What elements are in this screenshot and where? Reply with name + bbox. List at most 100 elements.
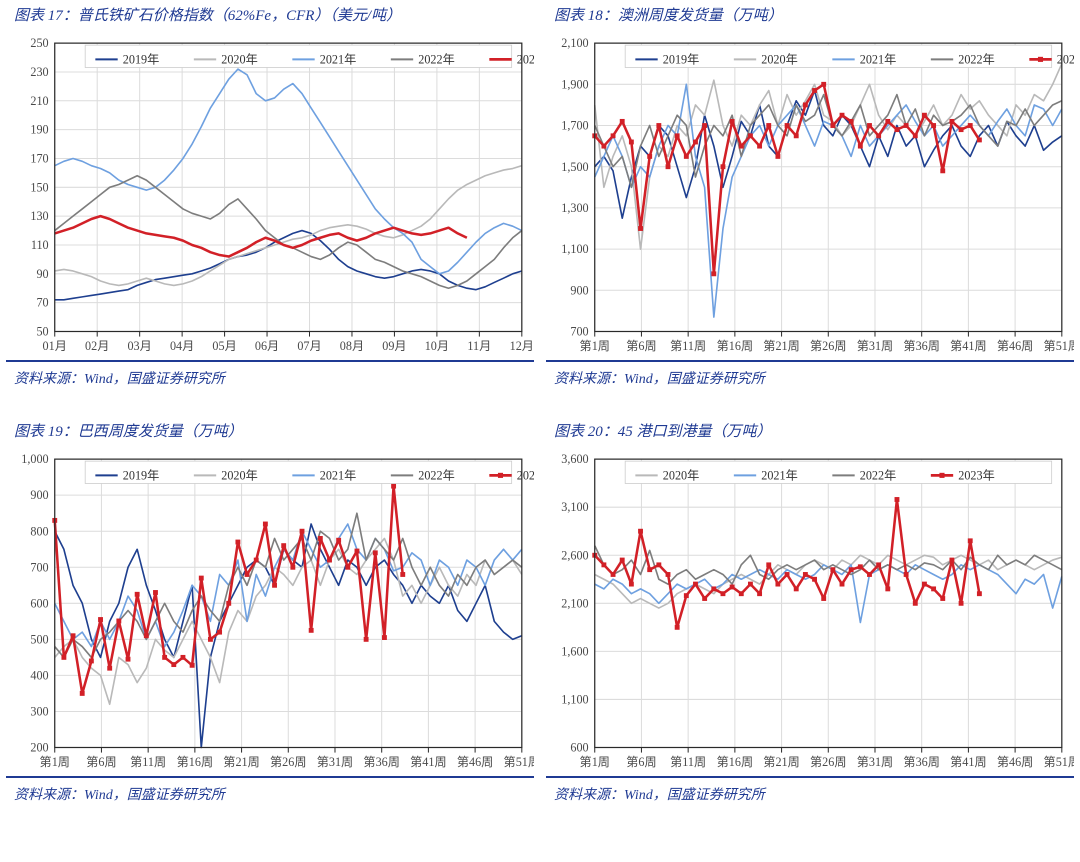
svg-text:第21周: 第21周 [763,339,800,353]
svg-text:190: 190 [30,123,48,137]
svg-text:01月: 01月 [43,339,67,353]
svg-text:2020年: 2020年 [761,52,798,66]
chart-18-svg: 7009001,1001,3001,5001,7001,9002,100第1周第… [546,35,1074,360]
panel-19: 图表 19：巴西周度发货量（万吨） 2003004005006007008009… [0,416,540,832]
chart-title: 图表 18：澳洲周度发货量（万吨） [546,0,1074,35]
svg-text:07月: 07月 [297,339,321,353]
svg-text:第1周: 第1周 [580,339,610,353]
svg-text:第16周: 第16周 [177,755,214,769]
svg-text:2023年: 2023年 [517,468,534,482]
svg-text:03月: 03月 [127,339,151,353]
svg-text:第11周: 第11周 [670,755,706,769]
svg-text:90: 90 [36,267,48,281]
svg-text:第36周: 第36周 [903,339,940,353]
svg-text:10月: 10月 [425,339,449,353]
svg-text:06月: 06月 [255,339,279,353]
svg-text:2020年: 2020年 [221,468,258,482]
svg-text:第46周: 第46周 [997,339,1034,353]
svg-text:150: 150 [30,180,48,194]
svg-text:第16周: 第16周 [717,755,754,769]
svg-text:1,300: 1,300 [561,201,588,215]
svg-text:130: 130 [30,209,48,223]
svg-text:2020年: 2020年 [221,52,258,66]
svg-text:2023年: 2023年 [517,52,534,66]
svg-text:2023年: 2023年 [1057,52,1074,66]
svg-text:2022年: 2022年 [860,468,897,482]
svg-text:700: 700 [570,325,588,339]
svg-text:900: 900 [30,488,48,502]
svg-text:1,100: 1,100 [561,692,588,706]
svg-text:230: 230 [30,65,48,79]
svg-text:02月: 02月 [85,339,109,353]
svg-text:2022年: 2022年 [418,52,455,66]
chart-20-svg: 6001,1001,6002,1002,6003,1003,600第1周第6周第… [546,451,1074,776]
svg-text:第41周: 第41周 [410,755,447,769]
svg-text:1,700: 1,700 [561,119,588,133]
svg-text:第16周: 第16周 [717,339,754,353]
svg-text:2022年: 2022年 [958,52,995,66]
svg-text:2019年: 2019年 [123,52,160,66]
svg-text:第46周: 第46周 [457,755,494,769]
svg-text:第36周: 第36周 [903,755,940,769]
svg-text:第21周: 第21周 [763,755,800,769]
svg-text:第11周: 第11周 [670,339,706,353]
svg-text:第26周: 第26周 [810,755,847,769]
svg-text:700: 700 [30,560,48,574]
panel-20: 图表 20：45 港口到港量（万吨） 6001,1001,6002,1002,6… [540,416,1080,832]
svg-text:第31周: 第31周 [857,755,894,769]
svg-text:第51周: 第51周 [504,755,534,769]
chart-title: 图表 19：巴西周度发货量（万吨） [6,416,534,451]
svg-text:第1周: 第1周 [580,755,610,769]
svg-text:600: 600 [30,596,48,610]
svg-text:2,100: 2,100 [561,36,588,50]
svg-text:05月: 05月 [212,339,236,353]
svg-text:第31周: 第31周 [857,339,894,353]
svg-text:110: 110 [31,238,49,252]
svg-text:第31周: 第31周 [317,755,354,769]
chart-title: 图表 20：45 港口到港量（万吨） [546,416,1074,451]
source-text: 资料来源：Wind，国盛证券研究所 [6,776,534,832]
svg-text:1,000: 1,000 [21,452,48,466]
svg-text:第26周: 第26周 [270,755,307,769]
svg-text:第41周: 第41周 [950,755,987,769]
chart-grid: 图表 17：普氏铁矿石价格指数（62%Fe，CFR）（美元/吨） 5070901… [0,0,1080,832]
svg-text:2021年: 2021年 [860,52,897,66]
svg-text:第11周: 第11周 [130,755,166,769]
svg-text:2021年: 2021年 [320,52,357,66]
chart-17-svg: 50709011013015017019021023025001月02月03月0… [6,35,534,360]
svg-text:1,500: 1,500 [561,160,588,174]
svg-text:70: 70 [36,296,48,310]
svg-text:第51周: 第51周 [1044,755,1074,769]
svg-text:第26周: 第26周 [810,339,847,353]
svg-text:3,600: 3,600 [561,452,588,466]
svg-text:1,600: 1,600 [561,644,588,658]
svg-text:11月: 11月 [467,339,491,353]
svg-text:08月: 08月 [340,339,364,353]
panel-17: 图表 17：普氏铁矿石价格指数（62%Fe，CFR）（美元/吨） 5070901… [0,0,540,416]
svg-text:04月: 04月 [170,339,194,353]
svg-text:2,100: 2,100 [561,596,588,610]
svg-text:900: 900 [570,283,588,297]
svg-text:200: 200 [30,740,48,754]
svg-text:50: 50 [36,325,48,339]
svg-text:2,600: 2,600 [561,548,588,562]
svg-text:第6周: 第6周 [626,339,656,353]
svg-text:300: 300 [30,704,48,718]
chart-19-svg: 2003004005006007008009001,000第1周第6周第11周第… [6,451,534,776]
svg-text:第41周: 第41周 [950,339,987,353]
svg-text:第21周: 第21周 [223,755,260,769]
svg-text:1,100: 1,100 [561,242,588,256]
svg-text:2021年: 2021年 [761,468,798,482]
source-text: 资料来源：Wind，国盛证券研究所 [546,776,1074,832]
svg-text:第51周: 第51周 [1044,339,1074,353]
svg-text:500: 500 [30,632,48,646]
svg-text:第36周: 第36周 [363,755,400,769]
svg-text:09月: 09月 [382,339,406,353]
svg-text:12月: 12月 [510,339,534,353]
svg-text:3,100: 3,100 [561,500,588,514]
svg-text:第1周: 第1周 [40,755,70,769]
svg-text:400: 400 [30,668,48,682]
svg-text:250: 250 [30,36,48,50]
svg-text:170: 170 [30,152,48,166]
source-text: 资料来源：Wind，国盛证券研究所 [6,360,534,416]
